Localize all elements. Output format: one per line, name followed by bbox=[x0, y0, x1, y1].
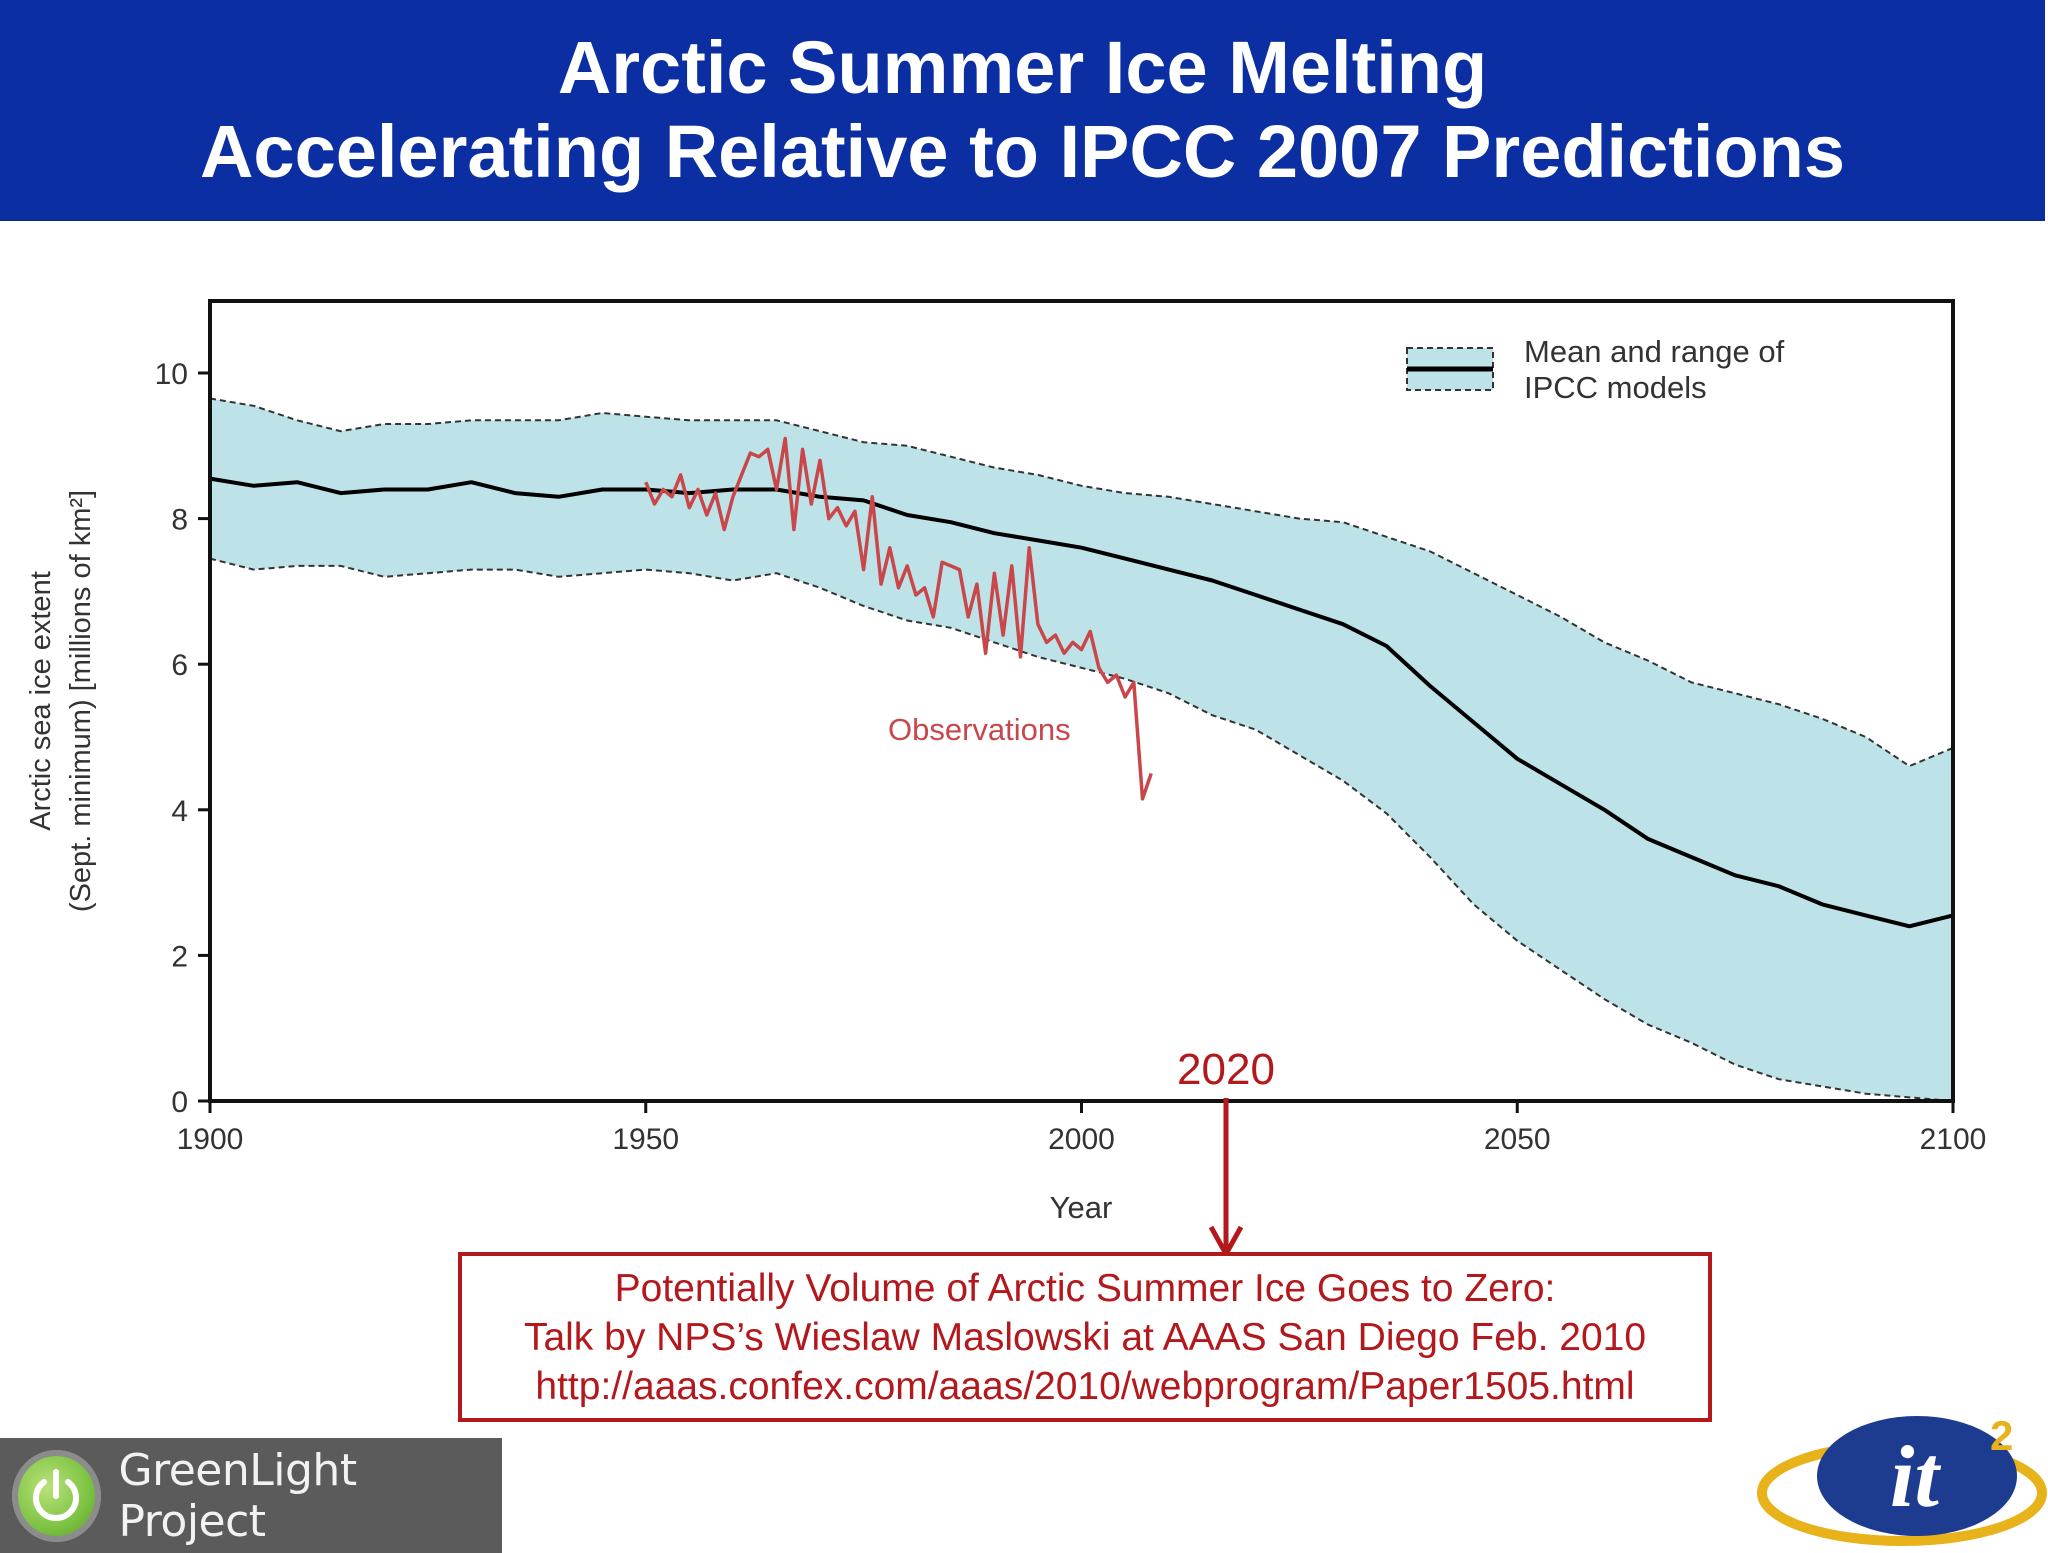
legend-label-line-1: Mean and range of bbox=[1524, 334, 1785, 369]
note-line-3[interactable]: http://aaas.confex.com/aaas/2010/webprog… bbox=[535, 1364, 1635, 1408]
model-mean-line bbox=[209, 476, 1954, 929]
y-axis-title-line-2: (Sept. minimum) [millions of km²] bbox=[65, 490, 97, 912]
page-title-line-2: Accelerating Relative to IPCC 2007 Predi… bbox=[199, 109, 1846, 193]
it2-oval-icon bbox=[1817, 1416, 2017, 1536]
legend: Mean and range of IPCC models bbox=[1406, 334, 1785, 405]
x-tick-label-2000: 2000 bbox=[1048, 1123, 1115, 1156]
tick-layer: 1900 1950 2000 2050 2100 0 2 4 6 8 10 bbox=[155, 358, 1987, 1156]
x-tick-label-1900: 1900 bbox=[177, 1123, 244, 1156]
plot-layer bbox=[209, 397, 1954, 1102]
page-title-line-1: Arctic Summer Ice Melting bbox=[557, 25, 1488, 109]
talk-reference-box: Potentially Volume of Arctic Summer Ice … bbox=[458, 1252, 1712, 1422]
y-tick-label-8: 8 bbox=[171, 504, 188, 537]
model-lower-bound-line bbox=[209, 557, 1954, 1102]
y-tick-label-2: 2 bbox=[171, 940, 188, 973]
greenlight-project-logo: GreenLight Project bbox=[0, 1438, 502, 1553]
note-line-1: Potentially Volume of Arctic Summer Ice … bbox=[614, 1266, 1556, 1310]
model-range-band bbox=[210, 398, 1953, 1101]
title-banner: Arctic Summer Ice Melting Accelerating R… bbox=[0, 0, 2045, 221]
it2-superscript: 2 bbox=[1990, 1412, 2013, 1459]
model-upper-bound-line bbox=[209, 397, 1954, 768]
year-2020-label: 2020 bbox=[1177, 1045, 1275, 1094]
legend-label-line-2: IPCC models bbox=[1524, 370, 1707, 405]
y-tick-label-0: 0 bbox=[171, 1086, 188, 1119]
y-tick-label-10: 10 bbox=[155, 358, 188, 391]
y-axis-title-line-1: Arctic sea ice extent bbox=[25, 571, 57, 831]
x-tick-label-1950: 1950 bbox=[612, 1123, 679, 1156]
greenlight-label: GreenLight Project bbox=[118, 1444, 358, 1547]
x-tick-label-2050: 2050 bbox=[1484, 1123, 1551, 1156]
observations-line bbox=[644, 436, 1153, 801]
note-line-2: Talk by NPS’s Wieslaw Maslowski at AAAS … bbox=[523, 1315, 1647, 1359]
observations-label: Observations bbox=[888, 712, 1071, 747]
y-tick-label-6: 6 bbox=[171, 649, 188, 682]
x-tick-label-2100: 2100 bbox=[1920, 1123, 1987, 1156]
it2-logo: it 2 bbox=[1757, 1412, 2047, 1546]
power-icon bbox=[12, 1449, 101, 1542]
y-tick-label-4: 4 bbox=[171, 795, 188, 828]
it2-wordmark: it bbox=[1890, 1429, 1941, 1526]
x-axis-title: Year bbox=[1050, 1190, 1113, 1225]
